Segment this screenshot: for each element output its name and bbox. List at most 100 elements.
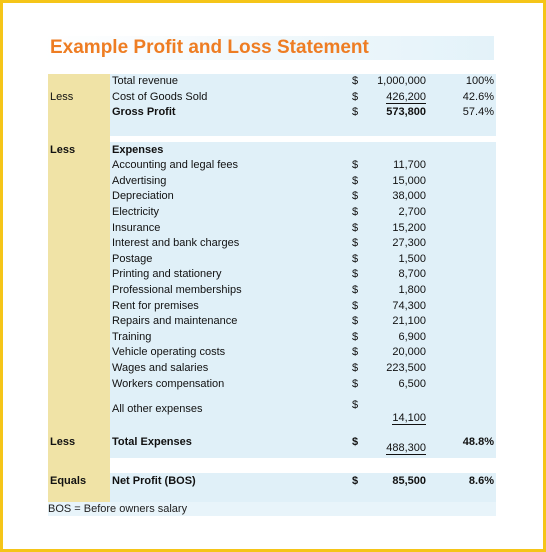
table-row: Rent for premises $74,300	[48, 298, 496, 314]
row-currency: $	[350, 251, 370, 268]
row-currency: $	[350, 189, 370, 205]
expense-item: Depreciation	[110, 189, 350, 205]
row-percent: 8.6%	[428, 473, 496, 490]
statement-title: Example Profit and Loss Statement	[50, 37, 369, 58]
expense-amount: 27,300	[370, 235, 428, 252]
expense-amount: 223,500	[370, 360, 428, 377]
expense-item: Accounting and legal fees	[110, 157, 350, 174]
row-currency: $	[350, 345, 370, 361]
row-item: Total revenue	[110, 74, 350, 90]
row-percent: 42.6%	[428, 89, 496, 106]
total-expenses-amount: 488,300	[370, 427, 428, 458]
table-row: All other expenses $ 14,100	[48, 391, 496, 428]
expenses-heading: Expenses	[110, 142, 350, 158]
spacer-row	[48, 120, 496, 137]
expense-amount: 15,200	[370, 220, 428, 236]
row-label: Less	[48, 427, 110, 458]
expense-amount: 1,500	[370, 251, 428, 268]
row-currency: $	[350, 391, 370, 428]
row-currency: $	[350, 360, 370, 377]
row-currency: $	[350, 74, 370, 90]
table-row: Printing and stationery $8,700	[48, 267, 496, 283]
table-row: Repairs and maintenance $21,100	[48, 313, 496, 330]
row-percent: 100%	[428, 74, 496, 90]
spacer-row	[48, 489, 496, 505]
row-label	[48, 74, 110, 90]
expense-amount: 2,700	[370, 204, 428, 221]
row-currency: $	[350, 235, 370, 252]
row-currency: $	[350, 105, 370, 121]
underlined-amount: 488,300	[386, 441, 426, 455]
row-currency: $	[350, 298, 370, 314]
net-profit-row: Equals Net Profit (BOS) $ 85,500 8.6%	[48, 473, 496, 490]
total-expenses-row: Less Total Expenses $ 488,300 48.8%	[48, 427, 496, 458]
expense-item: Workers compensation	[110, 376, 350, 392]
row-currency: $	[350, 329, 370, 346]
row-currency: $	[350, 376, 370, 392]
underlined-amount: 426,200	[386, 90, 426, 104]
row-label: Less	[48, 142, 110, 158]
table-row: Depreciation $38,000	[48, 189, 496, 205]
row-currency: $	[350, 313, 370, 330]
table-row: Vehicle operating costs $20,000	[48, 345, 496, 361]
expense-item: Insurance	[110, 220, 350, 236]
table-row: Postage $1,500	[48, 251, 496, 268]
expense-amount: 11,700	[370, 157, 428, 174]
expense-item: Professional memberships	[110, 282, 350, 299]
expense-amount: 8,700	[370, 267, 428, 283]
row-label: Less	[48, 89, 110, 106]
expense-item: Advertising	[110, 173, 350, 190]
row-currency: $	[350, 173, 370, 190]
row-currency: $	[350, 473, 370, 490]
row-percent: 48.8%	[428, 427, 496, 458]
table-row: Gross Profit $ 573,800 57.4%	[48, 105, 496, 121]
total-expenses-label: Total Expenses	[110, 427, 350, 458]
net-profit-label: Net Profit (BOS)	[110, 473, 350, 490]
table-row: Wages and salaries $223,500	[48, 360, 496, 377]
row-currency: $	[350, 427, 370, 458]
expense-item: Printing and stationery	[110, 267, 350, 283]
table-row: Workers compensation $6,500	[48, 376, 496, 392]
gap-row	[48, 136, 496, 143]
expense-amount: 15,000	[370, 173, 428, 190]
expense-item: Repairs and maintenance	[110, 313, 350, 330]
expense-item: Electricity	[110, 204, 350, 221]
row-item: Gross Profit	[110, 105, 350, 121]
row-item: Cost of Goods Sold	[110, 89, 350, 106]
table-row: Advertising $15,000	[48, 173, 496, 190]
spacer-row	[48, 457, 496, 474]
expense-item: Interest and bank charges	[110, 235, 350, 252]
table-row: Less Cost of Goods Sold $ 426,200 42.6%	[48, 89, 496, 106]
table-row: Total revenue $ 1,000,000 100%	[48, 74, 496, 90]
expense-amount: 6,900	[370, 329, 428, 346]
expense-amount: 21,100	[370, 313, 428, 330]
expense-amount: 38,000	[370, 189, 428, 205]
expense-item: Vehicle operating costs	[110, 345, 350, 361]
table-row: Interest and bank charges $27,300	[48, 235, 496, 252]
table-row: Professional memberships $1,800	[48, 282, 496, 299]
expense-amount: 20,000	[370, 345, 428, 361]
row-currency: $	[350, 267, 370, 283]
row-label: Equals	[48, 473, 110, 490]
row-currency: $	[350, 89, 370, 106]
row-currency: $	[350, 157, 370, 174]
footnote: BOS = Before owners salary	[48, 502, 496, 516]
net-profit-amount: 85,500	[370, 473, 428, 490]
expense-item: Wages and salaries	[110, 360, 350, 377]
underlined-amount: 14,100	[392, 411, 426, 425]
expenses-heading-row: Less Expenses	[48, 142, 496, 158]
row-percent: 57.4%	[428, 105, 496, 121]
expense-item: Postage	[110, 251, 350, 268]
row-currency: $	[350, 282, 370, 299]
row-currency: $	[350, 220, 370, 236]
row-amount: 426,200	[370, 89, 428, 106]
table-row: Training $6,900	[48, 329, 496, 346]
row-label	[48, 105, 110, 121]
table-row: Electricity $2,700	[48, 204, 496, 221]
row-amount: 1,000,000	[370, 74, 428, 90]
expense-item: All other expenses	[110, 391, 350, 428]
expense-item: Rent for premises	[110, 298, 350, 314]
table-row: Accounting and legal fees $11,700	[48, 157, 496, 174]
profit-loss-table: Total revenue $ 1,000,000 100% Less Cost…	[48, 74, 496, 505]
row-amount: 573,800	[370, 105, 428, 121]
